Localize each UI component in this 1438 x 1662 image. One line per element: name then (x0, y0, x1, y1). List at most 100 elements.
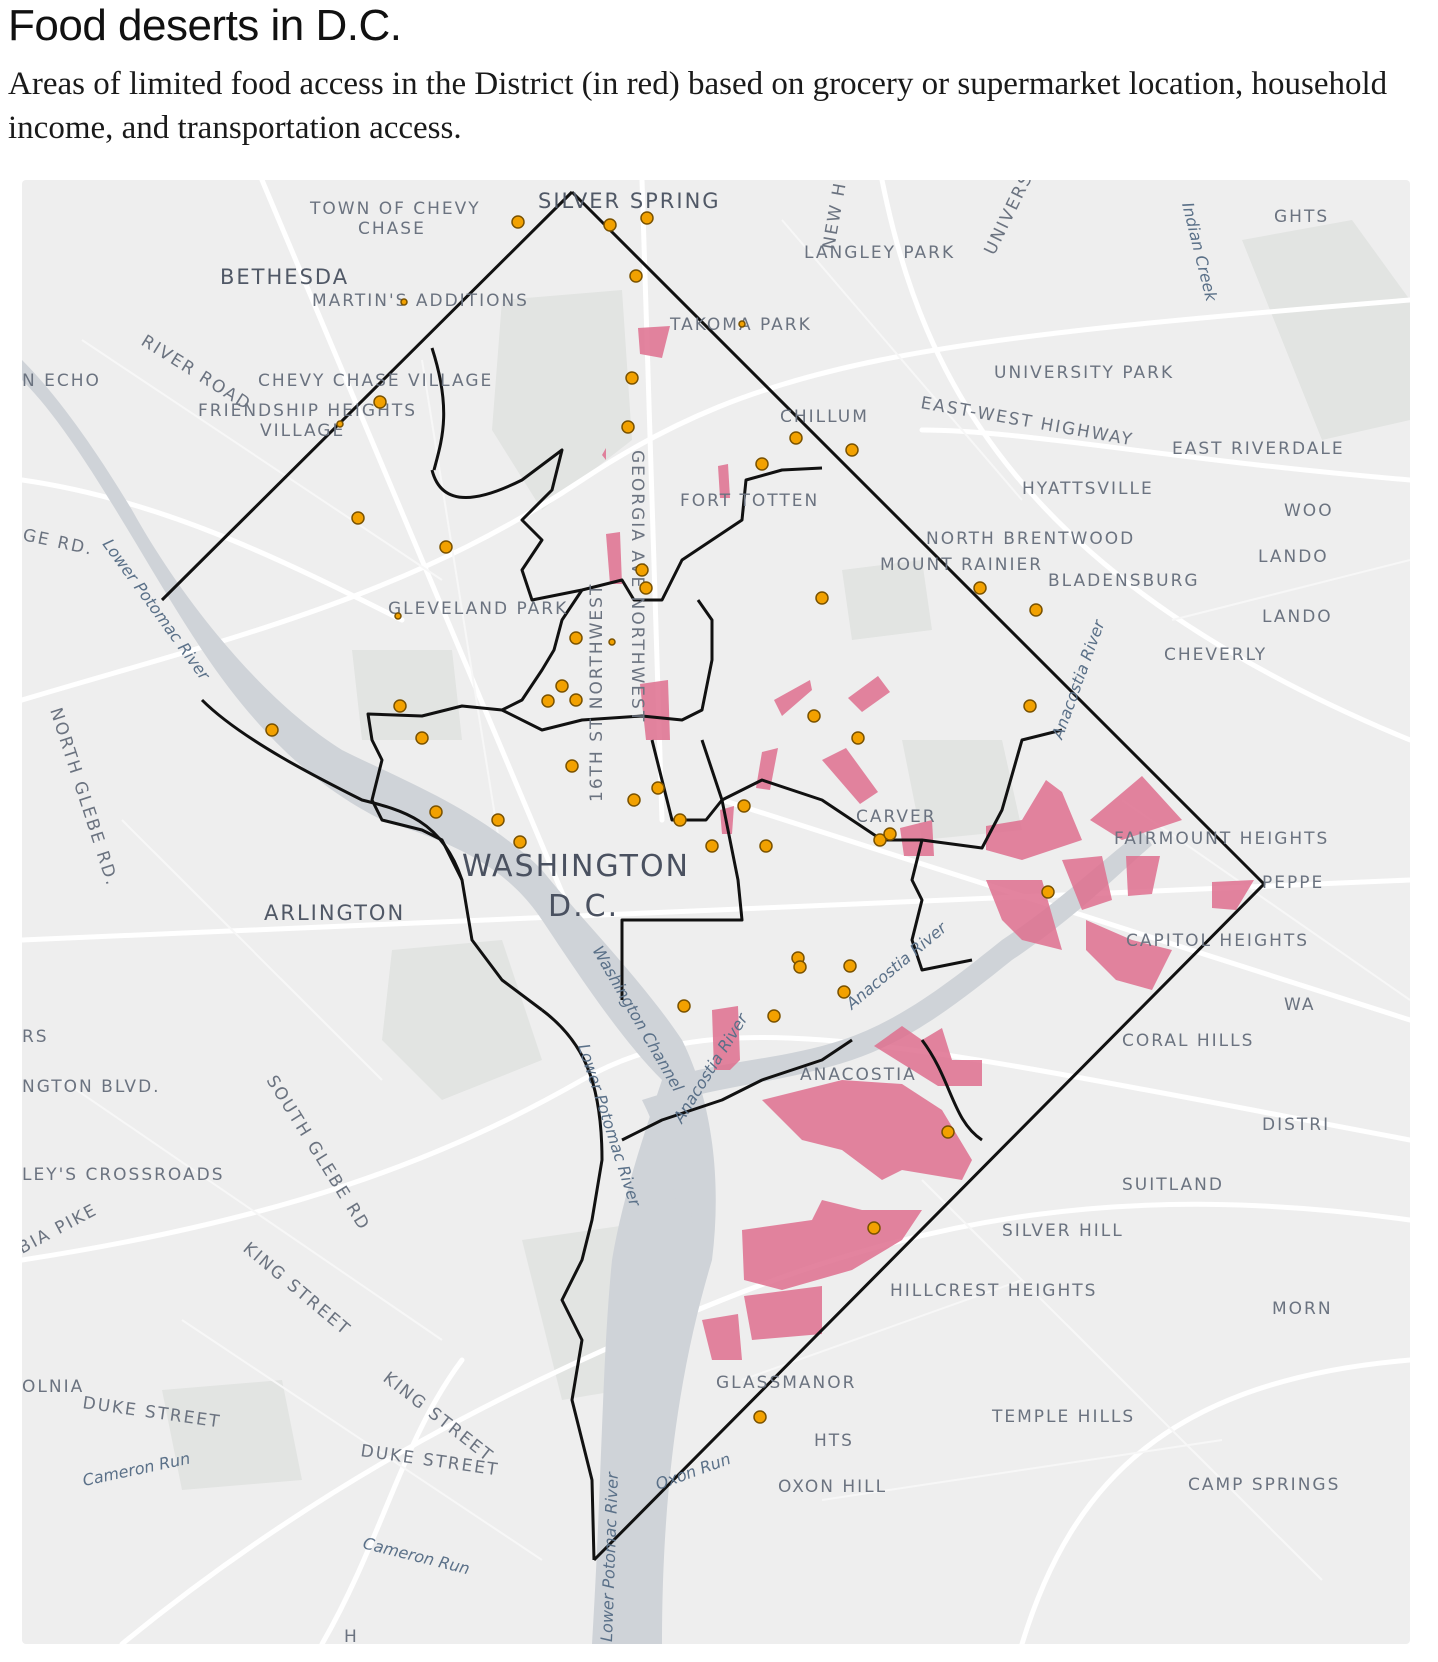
place-label: FAIRMOUNT HEIGHTS (1114, 829, 1329, 849)
store-marker (351, 511, 365, 525)
store-marker (569, 631, 583, 645)
place-label: ANACOSTIA (800, 1065, 917, 1085)
store-marker (843, 959, 857, 973)
store-marker (415, 731, 429, 745)
dc-food-desert-map[interactable]: TOWN OF CHEVY CHASE SILVER SPRING BETHES… (22, 180, 1410, 1644)
ward-line-3 (501, 599, 714, 732)
store-marker (737, 799, 751, 813)
place-label: ARLINGTON (264, 901, 405, 925)
store-marker (265, 723, 279, 737)
place-label: FRIENDSHIP HEIGHTS (198, 401, 417, 421)
store-marker (541, 694, 555, 708)
store-marker (677, 999, 691, 1013)
place-label: GHTS (1274, 207, 1329, 227)
store-marker (705, 839, 719, 853)
place-label: WASHINGTON (462, 849, 690, 884)
store-marker (1029, 603, 1043, 617)
place-label: NORTH BRENTWOOD (926, 529, 1135, 549)
store-markers (265, 211, 1055, 1424)
ward-line-5 (620, 739, 744, 1000)
store-marker (491, 813, 505, 827)
store-marker (873, 833, 887, 847)
store-marker (394, 612, 402, 620)
place-label: MORN (1272, 1299, 1333, 1319)
store-marker (883, 827, 897, 841)
potomac-north-shore (200, 698, 464, 881)
place-label: CHEVY CHASE VILLAGE (258, 371, 493, 391)
store-marker (635, 563, 649, 577)
place-label: LANDO (1262, 607, 1333, 627)
store-marker (1023, 699, 1037, 713)
store-marker (651, 781, 665, 795)
place-label: D.C. (548, 889, 619, 924)
store-marker (625, 371, 639, 385)
potomac-river (22, 360, 716, 1644)
store-marker (627, 793, 641, 807)
place-label: HTS (814, 1431, 854, 1451)
store-marker (336, 420, 344, 428)
ward-line-7 (920, 1039, 983, 1142)
store-marker (555, 679, 569, 693)
washington-channel (642, 1095, 694, 1230)
place-label: VILLAGE (260, 421, 345, 441)
place-label: TEMPLE HILLS (991, 1407, 1135, 1427)
store-marker (608, 638, 616, 646)
ward-line-4 (650, 728, 1063, 850)
map-panel[interactable]: TOWN OF CHEVY CHASE SILVER SPRING BETHES… (22, 180, 1410, 1644)
place-label: CHILLUM (780, 407, 869, 427)
place-label: 16TH ST NORTHWEST (587, 583, 607, 802)
store-marker (640, 211, 654, 225)
food-desert-areas (602, 326, 1254, 1360)
store-marker (1041, 885, 1055, 899)
store-marker (755, 457, 769, 471)
store-marker (439, 540, 453, 554)
store-marker (400, 298, 408, 306)
place-label: SILVER SPRING (538, 189, 721, 213)
place-label: OLNIA (22, 1377, 84, 1397)
dc-east-boundary (570, 190, 1266, 1562)
store-marker (429, 805, 443, 819)
place-label: GLASSMANOR (716, 1373, 856, 1393)
place-label: HYATTSVILLE (1022, 479, 1154, 499)
place-label: FORT TOTTEN (680, 491, 819, 511)
minor-roads (61, 219, 1410, 1581)
road-network (22, 180, 1410, 1644)
place-label: CARVER (856, 807, 937, 827)
place-label: CORAL HILLS (1122, 1031, 1254, 1051)
store-marker (807, 709, 821, 723)
channel-line (621, 1038, 853, 1142)
store-marker (867, 1221, 881, 1235)
place-label: EAST RIVERDALE (1172, 439, 1345, 459)
map-subtitle: Areas of limited food access in the Dist… (8, 66, 1388, 146)
place-label: MARTIN'S ADDITIONS (312, 291, 529, 311)
store-marker (603, 218, 617, 232)
ward-line-6 (910, 839, 973, 972)
place-label: TOWN OF CHEVY (309, 199, 481, 219)
place-label: MOUNT RAINIER (880, 555, 1043, 575)
place-label: PEPPE (1262, 873, 1324, 893)
store-marker (753, 1410, 767, 1424)
place-label: GEORGIA AVE NORTHWEST (627, 450, 647, 723)
place-label: GLEVELAND PARK (388, 599, 568, 619)
map-title: Food deserts in D.C. (8, 1, 402, 50)
store-marker (565, 759, 579, 773)
place-label: DISTRI (1262, 1115, 1330, 1135)
store-marker (639, 581, 653, 595)
place-label: UNIVERSITY PARK (994, 363, 1174, 383)
store-marker (373, 395, 387, 409)
place-label: WOO (1284, 501, 1334, 521)
place-label: BLADENSBURG (1048, 571, 1200, 591)
store-marker (759, 839, 773, 853)
ward-line-1 (430, 347, 823, 602)
place-label: CHASE (358, 219, 426, 239)
store-marker (973, 581, 987, 595)
store-marker (851, 731, 865, 745)
place-label: LEY'S CROSSROADS (22, 1165, 225, 1185)
anacostia-river (662, 830, 1152, 1100)
place-label: LANDO (1258, 547, 1329, 567)
place-label: H (344, 1627, 359, 1644)
ward-boundaries (160, 190, 1266, 1562)
place-label: HILLCREST HEIGHTS (890, 1281, 1097, 1301)
place-label: CAPITOL HEIGHTS (1126, 931, 1309, 951)
place-label: RS (22, 1027, 49, 1047)
